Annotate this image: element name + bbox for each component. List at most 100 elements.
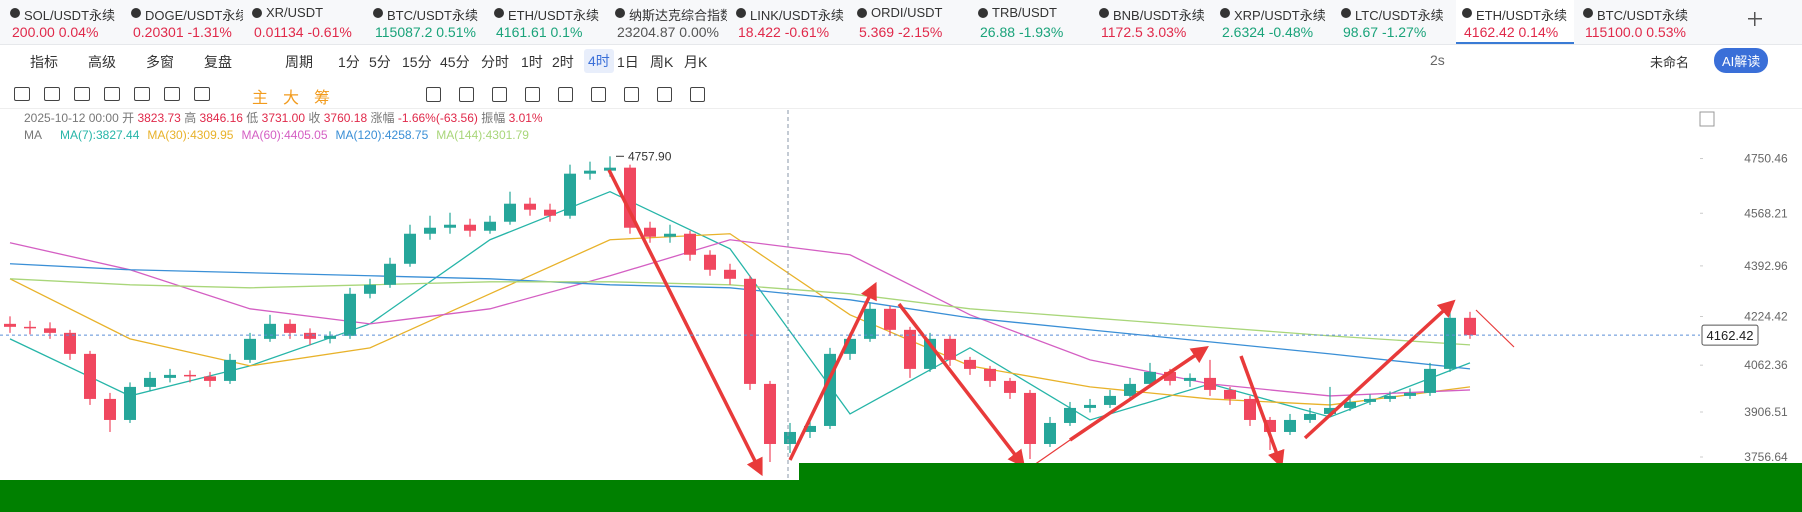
period-button[interactable]: 4时 (584, 49, 614, 73)
draw-tool-icon[interactable] (657, 87, 672, 102)
ticker-name: ETH/USDT永续 (508, 8, 600, 23)
period-button[interactable]: 周K (650, 54, 674, 70)
period-button[interactable]: 2时 (552, 54, 574, 70)
draw-tool-icon[interactable] (74, 87, 90, 101)
last-price-label: 4162.42 (1707, 328, 1754, 343)
draw-tool-icon[interactable] (591, 87, 606, 102)
y-tick-label: 4224.42 (1744, 310, 1788, 324)
ticker-tab[interactable]: LTC/USDT永续 98.67 -1.27% (1335, 0, 1453, 44)
ticker-change: 0.53% (1646, 24, 1686, 40)
drawing-toolbar: 主大筹 (0, 78, 1802, 109)
ticker-tab[interactable]: LINK/USDT永续 18.422 -0.61% (730, 0, 848, 44)
indicator-button[interactable]: 大 (283, 90, 300, 107)
tool-button[interactable]: 复盘 (204, 54, 232, 70)
ticker-quote: 1172.5 3.03% (1101, 24, 1186, 40)
ticker-change: -0.61% (307, 24, 352, 40)
candle-body (44, 328, 56, 333)
draw-tool-icon[interactable] (690, 87, 705, 102)
ticker-tab[interactable]: SOL/USDT永续 200.00 0.04% (4, 0, 122, 44)
draw-tool-icon[interactable] (459, 87, 474, 102)
ma-line (9, 233, 1471, 406)
period-button[interactable]: 1时 (521, 54, 543, 70)
ma-legend-item: MA(30):4309.95 (147, 128, 234, 142)
candle-body (284, 323, 296, 333)
ticker-icon (252, 8, 262, 18)
ma-line (9, 278, 1471, 346)
draw-tool-icon[interactable] (164, 87, 180, 101)
ticker-change: -0.61% (784, 24, 830, 40)
candle-body (104, 398, 116, 420)
ticker-price: 1172.5 (1101, 24, 1143, 40)
candle-body (1084, 404, 1096, 408)
ticker-tab[interactable]: XR/USDT 0.01134 -0.61% (246, 0, 364, 44)
ticker-tab[interactable]: DOGE/USDT永续 0.20301 -1.31% (125, 0, 243, 44)
ticker-tab[interactable]: XRP/USDT永续 2.6324 -0.48% (1214, 0, 1332, 44)
draw-tool-icon[interactable] (558, 87, 573, 102)
candle-body (1324, 407, 1336, 414)
candle-body (884, 308, 896, 330)
candle-body (4, 323, 16, 327)
ticker-tab[interactable]: BTC/USDT永续 115100.0 0.53% (1577, 0, 1695, 44)
period-button[interactable]: 15分 (402, 54, 432, 70)
ticker-name: LTC/USDT永续 (1355, 8, 1444, 23)
period-button[interactable]: 1分 (338, 54, 360, 70)
value: 3846.16 (199, 111, 243, 125)
indicator-button[interactable]: 筹 (314, 90, 331, 107)
candle-body (1144, 371, 1156, 384)
add-tab[interactable] (1748, 12, 1762, 26)
ticker-tab[interactable]: BTC/USDT永续 115087.2 0.51% (367, 0, 485, 44)
candle-body (1104, 395, 1116, 405)
annotations (607, 169, 1456, 477)
ticker-change: -0.48% (1268, 24, 1314, 40)
ticker-price: 0.01134 (254, 24, 304, 40)
period-button[interactable]: 1日 (617, 54, 639, 70)
candle-body (1204, 377, 1216, 390)
green-bar (0, 480, 800, 512)
candle-body (564, 173, 576, 216)
period-button[interactable]: 分时 (481, 54, 509, 70)
candle-body (1244, 398, 1256, 420)
ticker-tab[interactable]: BNB/USDT永续 1172.5 3.03% (1093, 0, 1211, 44)
candle-body (384, 263, 396, 285)
draw-tool-icon[interactable] (426, 87, 441, 102)
expand-icon[interactable] (1699, 111, 1715, 127)
value: 3731.00 (261, 111, 306, 125)
ma-legend-item: MA(7):3827.44 (60, 128, 140, 142)
ai-button[interactable]: AI解读 (1714, 48, 1769, 73)
ticker-tab[interactable]: TRB/USDT 26.88 -1.93% (972, 0, 1090, 44)
ticker-tab[interactable]: ORDI/USDT 5.369 -2.15% (851, 0, 969, 44)
candle-body (1184, 377, 1196, 381)
tool-button[interactable]: 指标 (30, 54, 58, 70)
ticker-tab[interactable]: ETH/USDT永续 4162.42 0.14% (1456, 0, 1574, 44)
ticker-icon (1341, 8, 1351, 18)
draw-tool-icon[interactable] (134, 87, 150, 101)
ma-line (9, 263, 1471, 370)
ticker-tab[interactable]: ETH/USDT永续 4161.61 0.1% (488, 0, 606, 44)
draw-tool-icon[interactable] (624, 87, 639, 102)
period-button[interactable]: 月K (684, 54, 708, 70)
tool-button[interactable]: 多窗 (146, 54, 174, 70)
refresh-rate[interactable]: 2s (1430, 52, 1445, 68)
ticker-tab[interactable]: 纳斯达克综合指数 23204.87 0.00% (609, 0, 727, 44)
draw-tool-icon[interactable] (525, 87, 540, 102)
layout-name[interactable]: 未命名 (1650, 55, 1690, 70)
candle-body (1164, 371, 1176, 381)
candle-body (964, 359, 976, 369)
ticker-change: 0.04% (58, 24, 99, 40)
indicator-button[interactable]: 主 (252, 90, 269, 107)
draw-tool-icon[interactable] (492, 87, 507, 102)
period-button[interactable]: 5分 (369, 54, 391, 70)
period-button[interactable]: 45分 (440, 54, 470, 70)
candle-body (264, 323, 276, 339)
candle-body (344, 293, 356, 336)
period-menu[interactable]: 周期 (285, 54, 313, 70)
candle-body (1424, 368, 1436, 393)
draw-tool-icon[interactable] (44, 87, 60, 101)
ticker-quote: 0.01134 -0.61% (254, 24, 352, 40)
candle-body (184, 374, 196, 377)
draw-tool-icon[interactable] (14, 87, 30, 101)
draw-tool-icon[interactable] (104, 87, 120, 101)
tool-button[interactable]: 高级 (88, 54, 116, 70)
draw-tool-icon[interactable] (194, 87, 210, 101)
